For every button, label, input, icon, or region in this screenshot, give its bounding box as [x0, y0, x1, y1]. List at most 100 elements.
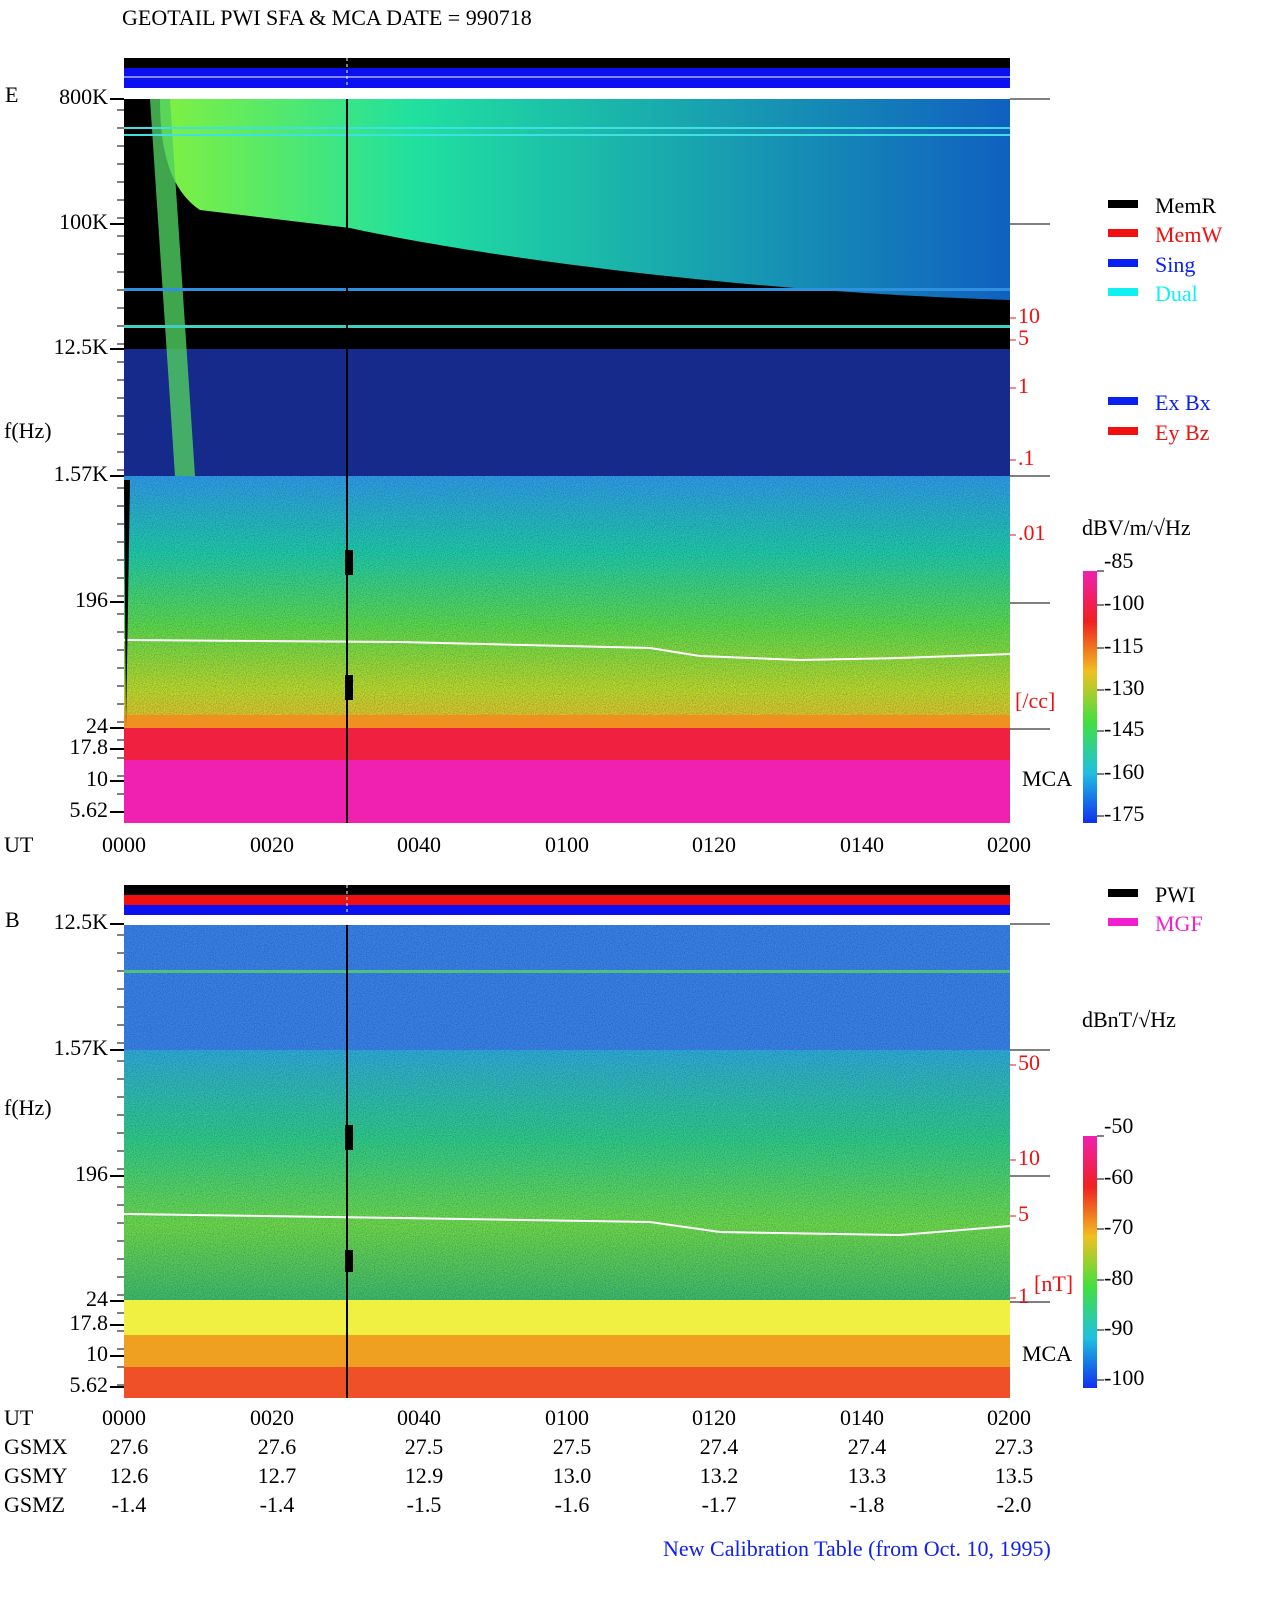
- axis-label: UT: [4, 1405, 34, 1430]
- y-tick-label: 10: [86, 766, 108, 791]
- x-tick-label: 0100: [545, 1405, 589, 1430]
- mca-label: MCA: [1022, 766, 1072, 791]
- x-tick-label: 0040: [397, 1405, 441, 1430]
- orbit-label: GSMY: [4, 1463, 68, 1488]
- axis-label: f(Hz): [4, 418, 52, 443]
- y-tick-label: 12.5K: [54, 334, 109, 359]
- legend-swatch: [1108, 259, 1138, 267]
- y-tick-label: 24: [86, 1286, 108, 1311]
- colorbar-tick: -85: [1104, 548, 1133, 573]
- orbit-value: -1.6: [555, 1492, 590, 1517]
- x-tick-label: 0200: [987, 1405, 1031, 1430]
- colorbar-tick: -90: [1104, 1315, 1133, 1340]
- title: GEOTAIL PWI SFA & MCA DATE = 990718: [122, 5, 532, 30]
- footer-note: New Calibration Table (from Oct. 10, 199…: [663, 1536, 1051, 1561]
- legend-swatch: [1108, 427, 1138, 435]
- colorbar-tick: -100: [1104, 590, 1144, 615]
- density-tick: 10: [1018, 303, 1040, 328]
- colorbar-tick: -100: [1104, 1365, 1144, 1390]
- y-tick-label: 100K: [59, 209, 108, 234]
- orbit-value: 13.2: [700, 1463, 739, 1488]
- y-tick-label: 1.57K: [54, 1035, 109, 1060]
- colorbar-tick: -50: [1104, 1113, 1133, 1138]
- orbit-value: 27.5: [405, 1434, 444, 1459]
- density-tick: .01: [1018, 520, 1046, 545]
- orbit-value: 13.5: [995, 1463, 1034, 1488]
- density-unit: [/cc]: [1015, 688, 1055, 713]
- field-tick: 5: [1018, 1201, 1029, 1226]
- x-tick-label: 0000: [102, 832, 146, 857]
- colorbar-tick: -175: [1104, 801, 1144, 826]
- y-tick-label: 17.8: [70, 734, 109, 759]
- density-tick: 5: [1018, 325, 1029, 350]
- orbit-value: 27.4: [700, 1434, 739, 1459]
- legend-label: PWI: [1155, 882, 1195, 907]
- colorbar-tick: -145: [1104, 716, 1144, 741]
- y-tick-label: 5.62: [70, 1372, 109, 1397]
- legend-label: MemR: [1155, 193, 1216, 218]
- colorbar-tick: -70: [1104, 1214, 1133, 1239]
- colorbar-unit: dBnT/√Hz: [1082, 1007, 1176, 1032]
- field-tick: 10: [1018, 1145, 1040, 1170]
- spectrogram-b: [123, 925, 1011, 1398]
- status-bar-e: [124, 58, 1010, 88]
- legend-swatch: [1108, 288, 1138, 296]
- x-tick-label: 0120: [692, 832, 736, 857]
- orbit-value: -2.0: [997, 1492, 1032, 1517]
- orbit-value: -1.4: [112, 1492, 147, 1517]
- y-tick-label: 17.8: [70, 1310, 109, 1335]
- spectrogram-e: [123, 99, 1011, 823]
- density-tick: .1: [1018, 445, 1035, 470]
- panel-label: B: [5, 907, 20, 932]
- orbit-label: GSMZ: [4, 1492, 65, 1517]
- legend-swatch: [1108, 200, 1138, 208]
- y-tick-label: 196: [75, 587, 108, 612]
- axis-label: f(Hz): [4, 1095, 52, 1120]
- legend-swatch: [1108, 889, 1138, 897]
- orbit-value: -1.7: [702, 1492, 737, 1517]
- orbit-value: 12.7: [258, 1463, 297, 1488]
- x-tick-label: 0100: [545, 832, 589, 857]
- orbit-label: GSMX: [4, 1434, 68, 1459]
- field-tick: 1: [1018, 1283, 1029, 1308]
- orbit-value: 27.4: [848, 1434, 887, 1459]
- orbit-value: 12.9: [405, 1463, 444, 1488]
- legend-label: MemW: [1155, 222, 1222, 247]
- axis-label: UT: [4, 832, 34, 857]
- x-tick-label: 0020: [250, 1405, 294, 1430]
- colorbar-tick: -60: [1104, 1164, 1133, 1189]
- legend-label: Ey Bz: [1155, 420, 1210, 445]
- legend-label: Dual: [1155, 281, 1198, 306]
- x-tick-label: 0020: [250, 832, 294, 857]
- status-bar-b: [124, 885, 1010, 915]
- y-tick-label: 1.57K: [54, 461, 109, 486]
- colorbar-unit: dBV/m/√Hz: [1082, 515, 1191, 540]
- legend-swatch: [1108, 397, 1138, 405]
- orbit-value: 27.5: [553, 1434, 592, 1459]
- orbit-value: 12.6: [110, 1463, 149, 1488]
- orbit-value: -1.8: [850, 1492, 885, 1517]
- y-tick-label: 24: [86, 713, 108, 738]
- x-tick-label: 0040: [397, 832, 441, 857]
- panel-label: E: [5, 82, 18, 107]
- orbit-value: -1.5: [407, 1492, 442, 1517]
- orbit-value: 27.6: [258, 1434, 297, 1459]
- legend-label: Sing: [1155, 252, 1195, 277]
- colorbar-tick: -130: [1104, 675, 1144, 700]
- legend-swatch: [1108, 229, 1138, 237]
- orbit-value: 27.3: [995, 1434, 1034, 1459]
- y-tick-label: 196: [75, 1161, 108, 1186]
- orbit-value: 13.0: [553, 1463, 592, 1488]
- field-tick: 50: [1018, 1050, 1040, 1075]
- colorbar-tick: -115: [1104, 633, 1144, 658]
- y-tick-label: 800K: [59, 84, 108, 109]
- y-tick-label: 5.62: [70, 797, 109, 822]
- colorbar-tick: -160: [1104, 759, 1144, 784]
- orbit-value: -1.4: [260, 1492, 295, 1517]
- x-tick-label: 0200: [987, 832, 1031, 857]
- density-tick: 1: [1018, 373, 1029, 398]
- colorbar-e: [1083, 571, 1097, 1388]
- x-tick-label: 0000: [102, 1405, 146, 1430]
- orbit-value: 27.6: [110, 1434, 149, 1459]
